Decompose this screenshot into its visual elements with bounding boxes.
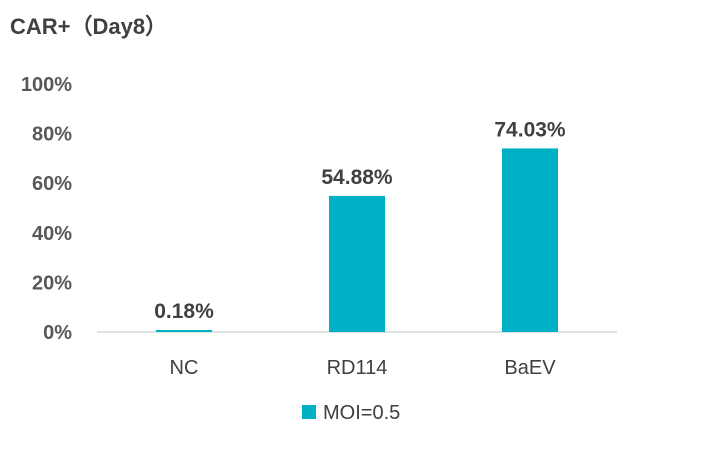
data-label-nc: 0.18% — [154, 300, 214, 323]
y-tick-label: 80% — [32, 124, 72, 146]
y-axis-ticks: 0% 20% 40% 60% 80% 100% — [21, 74, 72, 344]
chart-title: CAR+（Day8） — [10, 14, 167, 39]
data-label-baev: 74.03% — [494, 118, 566, 141]
bar-rd114 — [329, 195, 385, 332]
x-tick-label-rd114: RD114 — [327, 357, 388, 379]
y-tick-label: 100% — [21, 74, 72, 96]
legend-label: MOI=0.5 — [323, 402, 400, 424]
bar-nc — [156, 330, 212, 332]
y-tick-label: 40% — [32, 223, 72, 245]
x-tick-label-baev: BaEV — [504, 357, 556, 379]
x-tick-label-nc: NC — [170, 357, 199, 379]
y-tick-label: 20% — [32, 272, 72, 294]
bars-group — [156, 148, 558, 332]
data-label-rd114: 54.88% — [321, 166, 393, 189]
y-tick-label: 0% — [43, 322, 72, 344]
legend: MOI=0.5 — [302, 402, 400, 424]
legend-swatch — [302, 405, 316, 419]
data-labels-group: 0.18% 54.88% 74.03% — [154, 118, 566, 323]
bar-baev — [502, 148, 558, 332]
y-tick-label: 60% — [32, 173, 72, 195]
x-axis-labels: NC RD114 BaEV — [170, 357, 557, 379]
